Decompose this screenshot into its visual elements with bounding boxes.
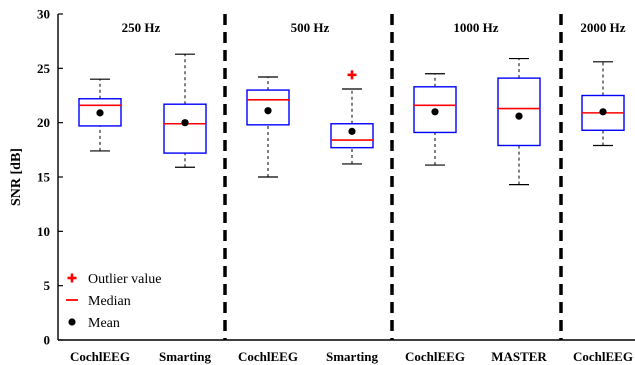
category-label: MASTER [491,349,547,364]
mean-marker [348,127,356,135]
legend-entry-dot: Mean [68,316,120,331]
y-tick-label: 20 [37,115,50,130]
box-6 [497,57,541,186]
group-labels: 250 Hz 500 Hz 1000 Hz 2000 Hz [122,20,626,35]
mean-marker [515,112,523,120]
legend-entry-line: Median [66,294,131,309]
box-1 [78,78,122,152]
box-iqr [413,86,457,134]
box-iqr [163,103,207,154]
box-5 [413,73,457,166]
y-tick-label: 5 [44,278,51,293]
group-label: 2000 Hz [580,20,625,35]
y-tick-label: 0 [44,333,51,348]
group-label: 1000 Hz [453,20,498,35]
group-label: 500 Hz [291,20,330,35]
axes [57,14,635,341]
legend-label: Outlier value [88,272,161,287]
mean-marker [431,108,439,116]
group-label: 250 Hz [122,20,161,35]
box-plot-series [78,53,625,186]
box-iqr [497,77,541,147]
mean-marker [264,107,272,115]
box-iqr [246,89,290,126]
category-label: CochlEEG [405,349,465,364]
category-label: Smarting [326,349,379,364]
y-tick-label: 30 [37,7,50,22]
box-7 [581,61,625,147]
category-label: CochlEEG [238,349,298,364]
legend-entry-plus: Outlier value [67,272,161,287]
legend: Outlier value Median Mean [66,272,161,331]
mean-marker [96,109,104,117]
box-3 [246,76,290,178]
category-label: Smarting [159,349,212,364]
y-tick-label: 10 [37,224,50,239]
legend-mean-swatch [68,318,76,326]
y-axis-title: SNR [dB] [9,148,24,206]
mean-marker [181,119,189,127]
group-separators [223,14,563,340]
y-tick-label: 15 [37,170,51,185]
y-ticks: 0 5 10 15 20 25 30 [37,7,63,348]
outlier-marker [347,70,357,80]
legend-label: Mean [88,316,120,331]
legend-label: Median [88,294,131,309]
box-2 [163,53,207,168]
y-tick-label: 25 [37,61,51,76]
category-label: CochlEEG [573,349,633,364]
mean-marker [599,108,607,116]
box-4 [330,70,374,165]
category-labels: CochlEEG Smarting CochlEEG Smarting CochlEEG… [70,349,633,364]
box-iqr [78,98,122,127]
box-iqr [330,123,374,149]
category-label: CochlEEG [70,349,130,364]
